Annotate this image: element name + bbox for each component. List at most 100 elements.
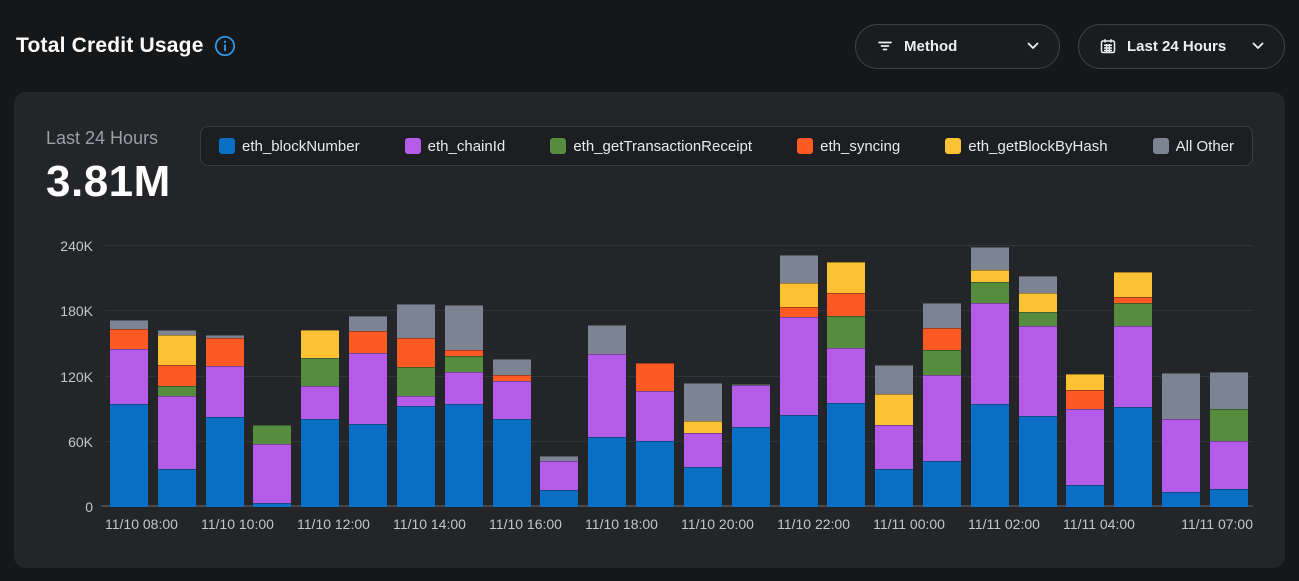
- bar-segment-eth_chainid[interactable]: [731, 385, 770, 427]
- bar-segment-eth_chainid[interactable]: [779, 316, 818, 415]
- bar-segment-all-other[interactable]: [157, 329, 196, 336]
- bar-segment-eth_blocknumber[interactable]: [731, 426, 770, 507]
- stacked-bar[interactable]: [205, 335, 244, 507]
- bar-segment-eth_syncing[interactable]: [1114, 297, 1153, 303]
- bar-segment-eth_syncing[interactable]: [157, 364, 196, 387]
- legend-item-eth_getblockbyhash[interactable]: eth_getBlockByHash: [945, 138, 1108, 155]
- stacked-bar[interactable]: [1066, 374, 1105, 507]
- bar-segment-eth_gettransactionreceipt[interactable]: [1209, 409, 1248, 441]
- bar-segment-eth_syncing[interactable]: [1066, 389, 1105, 410]
- stacked-bar[interactable]: [636, 363, 675, 507]
- bar-segment-eth_blocknumber[interactable]: [301, 418, 340, 507]
- bar-segment-eth_blocknumber[interactable]: [157, 468, 196, 507]
- bar-segment-eth_chainid[interactable]: [1018, 326, 1057, 416]
- legend-item-all-other[interactable]: All Other: [1152, 138, 1234, 155]
- bar-segment-eth_gettransactionreceipt[interactable]: [1018, 312, 1057, 327]
- stacked-bar[interactable]: [588, 325, 627, 507]
- bar-segment-eth_blocknumber[interactable]: [827, 402, 866, 507]
- bar-segment-all-other[interactable]: [1162, 373, 1201, 419]
- method-filter-dropdown[interactable]: Method: [855, 23, 1060, 69]
- bar-segment-eth_blocknumber[interactable]: [683, 466, 722, 507]
- bar-segment-eth_syncing[interactable]: [109, 328, 148, 350]
- bar-segment-eth_blocknumber[interactable]: [1018, 415, 1057, 507]
- bar-segment-eth_blocknumber[interactable]: [779, 414, 818, 507]
- stacked-bar[interactable]: [301, 329, 340, 507]
- stacked-bar[interactable]: [1209, 372, 1248, 507]
- bar-segment-eth_syncing[interactable]: [636, 363, 675, 391]
- stacked-bar[interactable]: [157, 329, 196, 507]
- bar-segment-eth_blocknumber[interactable]: [1162, 491, 1201, 507]
- bar-segment-eth_blocknumber[interactable]: [588, 437, 627, 507]
- bar-segment-eth_blocknumber[interactable]: [1066, 485, 1105, 507]
- bar-segment-eth_getblockbyhash[interactable]: [827, 262, 866, 293]
- bar-segment-eth_syncing[interactable]: [827, 292, 866, 316]
- stacked-bar[interactable]: [492, 359, 531, 507]
- bar-segment-eth_syncing[interactable]: [492, 375, 531, 381]
- bar-segment-eth_chainid[interactable]: [922, 375, 961, 462]
- bar-segment-all-other[interactable]: [588, 325, 627, 354]
- bar-segment-eth_chainid[interactable]: [827, 348, 866, 403]
- bar-segment-eth_blocknumber[interactable]: [875, 468, 914, 507]
- stacked-bar[interactable]: [396, 303, 435, 507]
- bar-segment-eth_syncing[interactable]: [444, 350, 483, 356]
- bar-segment-eth_chainid[interactable]: [492, 380, 531, 419]
- bar-segment-eth_blocknumber[interactable]: [636, 440, 675, 507]
- bar-segment-eth_gettransactionreceipt[interactable]: [922, 350, 961, 376]
- stacked-bar[interactable]: [444, 304, 483, 507]
- bar-segment-eth_syncing[interactable]: [396, 338, 435, 367]
- bar-segment-eth_chainid[interactable]: [970, 302, 1009, 404]
- bar-segment-eth_syncing[interactable]: [205, 338, 244, 366]
- bar-segment-eth_syncing[interactable]: [349, 330, 388, 353]
- stacked-bar[interactable]: [1114, 272, 1153, 507]
- bar-segment-eth_getblockbyhash[interactable]: [970, 269, 1009, 282]
- bar-segment-eth_blocknumber[interactable]: [1209, 488, 1248, 507]
- stacked-bar[interactable]: [875, 364, 914, 507]
- bar-segment-eth_gettransactionreceipt[interactable]: [396, 366, 435, 397]
- bar-segment-eth_chainid[interactable]: [109, 349, 148, 404]
- bar-segment-eth_chainid[interactable]: [683, 433, 722, 467]
- bar-segment-all-other[interactable]: [109, 319, 148, 329]
- bar-segment-eth_blocknumber[interactable]: [349, 424, 388, 507]
- bar-segment-eth_getblockbyhash[interactable]: [1018, 292, 1057, 313]
- stacked-bar[interactable]: [683, 383, 722, 507]
- bar-segment-all-other[interactable]: [970, 247, 1009, 270]
- legend-item-eth_syncing[interactable]: eth_syncing: [797, 138, 900, 155]
- bar-segment-eth_chainid[interactable]: [349, 352, 388, 425]
- stacked-bar[interactable]: [1018, 276, 1057, 507]
- bar-segment-eth_chainid[interactable]: [1114, 326, 1153, 407]
- bar-segment-eth_chainid[interactable]: [588, 353, 627, 438]
- legend-item-eth_chainid[interactable]: eth_chainId: [404, 138, 505, 155]
- bar-segment-eth_gettransactionreceipt[interactable]: [157, 386, 196, 397]
- bar-segment-all-other[interactable]: [540, 455, 579, 462]
- bar-segment-eth_gettransactionreceipt[interactable]: [731, 384, 770, 386]
- bar-segment-eth_blocknumber[interactable]: [922, 461, 961, 507]
- time-range-dropdown[interactable]: Last 24 Hours: [1078, 23, 1285, 69]
- stacked-bar[interactable]: [922, 302, 961, 507]
- legend-item-eth_gettransactionreceipt[interactable]: eth_getTransactionReceipt: [550, 138, 752, 155]
- bar-segment-eth_chainid[interactable]: [444, 372, 483, 404]
- stacked-bar[interactable]: [540, 455, 579, 507]
- bar-segment-eth_syncing[interactable]: [779, 306, 818, 317]
- stacked-bar[interactable]: [970, 247, 1009, 507]
- bar-segment-eth_chainid[interactable]: [1066, 409, 1105, 486]
- bar-segment-all-other[interactable]: [444, 304, 483, 351]
- bar-segment-eth_blocknumber[interactable]: [253, 502, 292, 507]
- bar-segment-all-other[interactable]: [683, 383, 722, 422]
- bar-segment-eth_gettransactionreceipt[interactable]: [970, 281, 1009, 303]
- bar-segment-eth_chainid[interactable]: [253, 443, 292, 503]
- bar-segment-eth_chainid[interactable]: [540, 461, 579, 490]
- bar-segment-all-other[interactable]: [349, 315, 388, 331]
- bar-segment-all-other[interactable]: [1209, 372, 1248, 410]
- bar-segment-eth_chainid[interactable]: [301, 386, 340, 419]
- bar-segment-eth_getblockbyhash[interactable]: [1114, 272, 1153, 298]
- bar-segment-eth_gettransactionreceipt[interactable]: [301, 358, 340, 387]
- bar-segment-eth_chainid[interactable]: [1209, 440, 1248, 489]
- bar-segment-all-other[interactable]: [922, 302, 961, 328]
- bar-segment-eth_blocknumber[interactable]: [444, 403, 483, 507]
- bar-segment-all-other[interactable]: [492, 359, 531, 376]
- bar-segment-eth_getblockbyhash[interactable]: [1066, 374, 1105, 390]
- bar-segment-eth_blocknumber[interactable]: [109, 403, 148, 507]
- stacked-bar[interactable]: [827, 262, 866, 507]
- bar-segment-eth_gettransactionreceipt[interactable]: [1114, 302, 1153, 327]
- bar-segment-eth_chainid[interactable]: [636, 390, 675, 441]
